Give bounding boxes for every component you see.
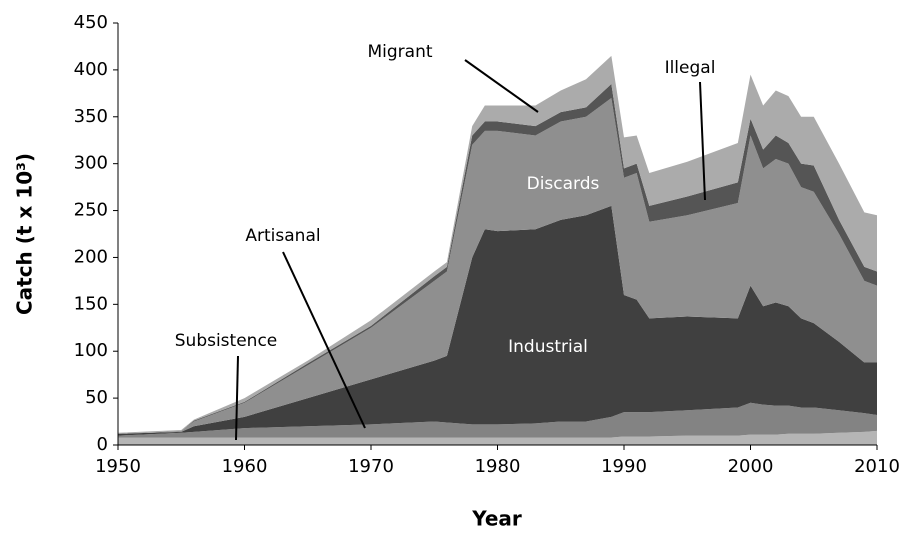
y-tick-label: 450 bbox=[74, 12, 108, 33]
annotation: Artisanal bbox=[245, 226, 320, 246]
y-tick-label: 400 bbox=[74, 59, 108, 80]
y-tick-label: 300 bbox=[74, 153, 108, 174]
y-tick-label: 100 bbox=[74, 340, 108, 361]
y-axis-title: Catch (t x 10³) bbox=[13, 153, 37, 315]
y-tick-label: 0 bbox=[97, 434, 108, 455]
x-tick-label: 1970 bbox=[348, 456, 394, 477]
leader-line bbox=[235, 355, 239, 441]
x-tick-label: 1990 bbox=[601, 456, 647, 477]
x-tick-label: 1960 bbox=[222, 456, 268, 477]
area bbox=[118, 402, 877, 438]
annotation: Subsistence bbox=[175, 331, 278, 351]
y-tick-label: 200 bbox=[74, 246, 108, 267]
annotation: Illegal bbox=[665, 58, 716, 78]
x-axis-title: Year bbox=[471, 507, 522, 531]
leader-line bbox=[464, 59, 539, 113]
x-tick-label: 1950 bbox=[95, 456, 141, 477]
leader-line bbox=[282, 251, 366, 429]
area bbox=[118, 98, 877, 434]
areas bbox=[118, 55, 877, 445]
annotation: Discards bbox=[527, 174, 600, 194]
annotation: Migrant bbox=[367, 42, 432, 62]
x-tick-label: 2000 bbox=[728, 456, 774, 477]
annotation: Industrial bbox=[508, 337, 588, 357]
leader-line bbox=[699, 81, 706, 201]
y-tick-label: 150 bbox=[74, 293, 108, 314]
y-tick-label: 50 bbox=[85, 387, 108, 408]
area bbox=[118, 430, 877, 445]
area bbox=[118, 205, 877, 436]
y-tick-label: 350 bbox=[74, 106, 108, 127]
x-tick-label: 2010 bbox=[854, 456, 900, 477]
y-tick-label: 250 bbox=[74, 200, 108, 221]
x-tick-label: 1980 bbox=[475, 456, 521, 477]
